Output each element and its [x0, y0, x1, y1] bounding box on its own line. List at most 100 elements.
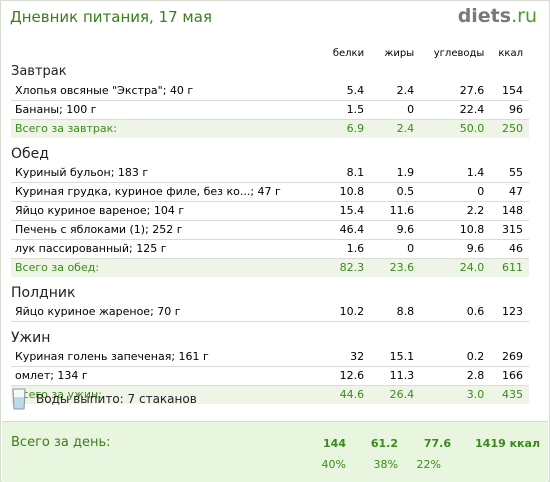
- food-name: омлет; 134 г: [11, 366, 305, 386]
- food-protein: 15.4: [304, 201, 365, 221]
- table-row: Хлопья овсяные "Экстра"; 40 г 5.4 2.4 27…: [11, 82, 529, 101]
- total-protein: 82.3: [304, 258, 365, 277]
- food-protein: 5.4: [304, 82, 365, 101]
- total-fat: 26.4: [364, 385, 415, 404]
- table-row: лук пассированный; 125 г 1.6 0 9.6 46: [11, 239, 529, 259]
- food-protein: 1.6: [304, 239, 365, 259]
- total-carbs: 50.0: [414, 119, 485, 138]
- food-name: Яйцо куриное вареное; 104 г: [11, 201, 305, 221]
- food-name: Бананы; 100 г: [11, 100, 305, 120]
- day-fat: 61.2: [370, 437, 398, 450]
- food-carbs: 2.8: [414, 366, 485, 386]
- page-title: Дневник питания, 17 мая: [10, 8, 212, 26]
- food-kcal: 46: [484, 239, 529, 259]
- table-row: Яйцо куриное жареное; 70 г 10.2 8.8 0.6 …: [11, 303, 529, 322]
- food-name: Куриная грудка, куриное филе, без ко...;…: [11, 182, 305, 202]
- day-carbs-pct: 22%: [416, 458, 441, 471]
- food-carbs: 0: [414, 182, 485, 202]
- total-row-breakfast: Всего за завтрак: 6.9 2.4 50.0 250: [11, 119, 529, 138]
- food-name: Куриный бульон; 183 г: [11, 164, 305, 183]
- food-fat: 2.4: [364, 82, 415, 101]
- food-kcal: 148: [484, 201, 529, 221]
- total-carbs: 3.0: [414, 385, 485, 404]
- day-fat-pct: 38%: [373, 458, 398, 471]
- food-protein: 1.5: [304, 100, 365, 120]
- food-carbs: 2.2: [414, 201, 485, 221]
- food-name: Куриная голень запеченая; 161 г: [11, 348, 305, 367]
- food-kcal: 55: [484, 164, 529, 183]
- table-row: омлет; 134 г 12.6 11.3 2.8 166: [11, 366, 529, 386]
- table-row: Бананы; 100 г 1.5 0 22.4 96: [11, 100, 529, 120]
- total-label: Всего за завтрак:: [11, 119, 305, 138]
- header-kcal: ккал: [498, 48, 523, 59]
- site-logo[interactable]: diets.ru: [458, 5, 537, 27]
- food-protein: 10.2: [304, 303, 365, 322]
- food-fat: 0: [364, 100, 415, 120]
- food-protein: 10.8: [304, 182, 365, 202]
- meal-heading-lunch: Обед: [11, 144, 529, 164]
- header-protein: белки: [332, 48, 365, 59]
- day-kcal: 1419 ккал: [475, 437, 540, 450]
- day-total-panel: Всего за день: 144 61.2 77.6 1419 ккал 4…: [2, 421, 548, 482]
- food-carbs: 1.4: [414, 164, 485, 183]
- food-carbs: 22.4: [414, 100, 485, 120]
- food-protein: 32: [304, 348, 365, 367]
- food-protein: 12.6: [304, 366, 365, 386]
- food-kcal: 47: [484, 182, 529, 202]
- meal-heading-dinner: Ужин: [11, 328, 529, 348]
- header-carbs: углеводы: [433, 48, 485, 59]
- water-text: Воды выпито: 7 стаканов: [36, 392, 197, 406]
- meal-name: Полдник: [11, 285, 76, 301]
- food-fat: 0.5: [364, 182, 415, 202]
- food-carbs: 10.8: [414, 220, 485, 240]
- total-kcal: 250: [484, 119, 529, 138]
- table-row: Куриная голень запеченая; 161 г 32 15.1 …: [11, 348, 529, 367]
- table-row: Куриный бульон; 183 г 8.1 1.9 1.4 55: [11, 164, 529, 183]
- water-summary: Воды выпито: 7 стаканов: [12, 387, 197, 411]
- header-fat: жиры: [384, 48, 415, 59]
- food-name: Хлопья овсяные "Экстра"; 40 г: [11, 82, 305, 101]
- food-name: Печень с яблоками (1); 252 г: [11, 220, 305, 240]
- total-kcal: 435: [484, 385, 529, 404]
- food-carbs: 0.6: [414, 303, 485, 322]
- day-carbs: 77.6: [423, 437, 451, 450]
- food-carbs: 27.6: [414, 82, 485, 101]
- food-fat: 11.3: [364, 366, 415, 386]
- total-label: Всего за ужин:: [11, 385, 305, 404]
- food-kcal: 123: [484, 303, 529, 322]
- logo-main: diets: [457, 5, 512, 27]
- logo-tld: .ru: [511, 5, 537, 27]
- food-kcal: 166: [484, 366, 529, 386]
- meal-name: Обед: [11, 146, 49, 162]
- meal-name: Завтрак: [11, 64, 67, 79]
- food-kcal: 315: [484, 220, 529, 240]
- meal-heading-snack: Полдник: [11, 283, 529, 303]
- food-fat: 9.6: [364, 220, 415, 240]
- food-name: Яйцо куриное жареное; 70 г: [11, 303, 305, 322]
- diary-table: белки жиры углеводы ккал Завтрак Хлопья …: [11, 46, 529, 404]
- total-label: Всего за обед:: [11, 258, 305, 277]
- food-carbs: 0.2: [414, 348, 485, 367]
- total-row-dinner: Всего за ужин: 44.6 26.4 3.0 435: [11, 385, 529, 404]
- column-headers: белки жиры углеводы ккал: [11, 46, 529, 62]
- header-meal: [11, 46, 305, 62]
- water-glass-icon: [12, 388, 26, 410]
- food-kcal: 96: [484, 100, 529, 120]
- day-protein: 144: [323, 437, 346, 450]
- day-total-label: Всего за день:: [11, 435, 111, 450]
- food-name: лук пассированный; 125 г: [11, 239, 305, 259]
- food-fat: 11.6: [364, 201, 415, 221]
- food-kcal: 154: [484, 82, 529, 101]
- food-protein: 46.4: [304, 220, 365, 240]
- food-kcal: 269: [484, 348, 529, 367]
- meal-name: Ужин: [11, 330, 51, 346]
- table-row: Печень с яблоками (1); 252 г 46.4 9.6 10…: [11, 220, 529, 240]
- food-carbs: 9.6: [414, 239, 485, 259]
- total-protein: 6.9: [304, 119, 365, 138]
- total-fat: 2.4: [364, 119, 415, 138]
- food-fat: 15.1: [364, 348, 415, 367]
- food-protein: 8.1: [304, 164, 365, 183]
- day-protein-pct: 40%: [321, 458, 346, 471]
- food-fat: 0: [364, 239, 415, 259]
